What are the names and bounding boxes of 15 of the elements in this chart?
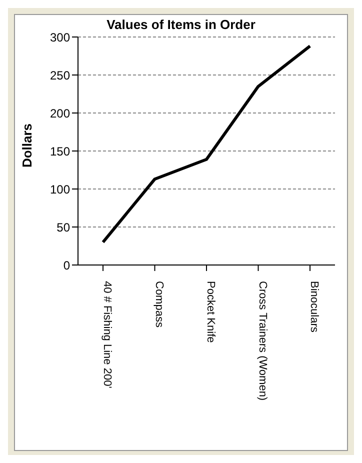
y-tick-label: 200 bbox=[50, 106, 70, 120]
y-tick-label: 100 bbox=[50, 182, 70, 196]
x-tick-label: Binoculars bbox=[308, 281, 320, 333]
y-tick-label: 250 bbox=[50, 68, 70, 82]
x-tick-label: Compass bbox=[152, 281, 165, 328]
x-tick-label: Pocket Knife bbox=[204, 281, 217, 343]
x-tick-label: 40 # Fishing Line 200' bbox=[101, 281, 114, 388]
y-tick-label: 0 bbox=[63, 258, 70, 272]
x-tick-label: Cross Trainers (Women) bbox=[256, 281, 268, 401]
y-axis-title: Dollars bbox=[20, 122, 35, 168]
y-tick-label: 50 bbox=[56, 220, 70, 234]
y-tick-label: 300 bbox=[50, 30, 70, 44]
y-tick-label: 150 bbox=[50, 144, 70, 158]
line-series bbox=[102, 44, 312, 244]
chart-title: Values of Items in Order bbox=[106, 17, 256, 32]
